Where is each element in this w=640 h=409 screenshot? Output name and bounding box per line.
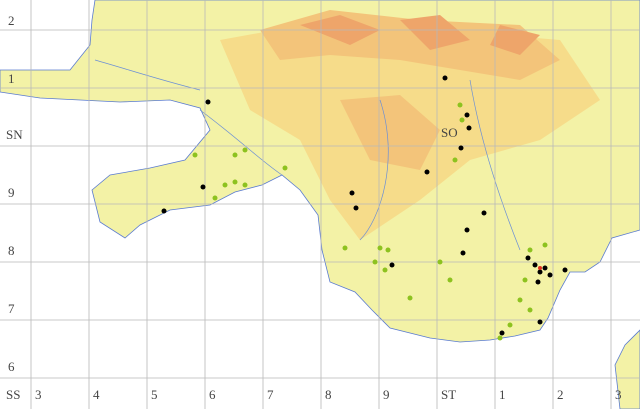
grid-label: 9 [8, 185, 15, 200]
land-south [614, 329, 640, 409]
grid-label: 7 [8, 301, 15, 316]
grid-label: 1 [499, 387, 506, 402]
grid-label: ST [441, 387, 456, 402]
grid-label: 7 [267, 387, 274, 402]
records [161, 75, 568, 341]
grid-label: 6 [209, 387, 216, 402]
grid-label: 4 [93, 387, 100, 402]
grid-label: SN [6, 127, 23, 142]
grid-label: 6 [8, 359, 15, 374]
left-labels: 2 1 SN 9 8 7 6 [6, 13, 23, 374]
grid-label: 5 [151, 387, 158, 402]
grid-label: 8 [325, 387, 332, 402]
grid-label: 8 [8, 243, 15, 258]
upland [340, 95, 440, 170]
river [94, 59, 521, 251]
upland [300, 15, 540, 55]
square-label: SO [441, 125, 458, 140]
grid-label: 3 [35, 387, 42, 402]
grid-label: 2 [557, 387, 564, 402]
bottom-labels: SS 3 4 5 6 7 8 9 ST 1 2 3 [6, 387, 622, 402]
grid-label: 1 [8, 71, 15, 86]
grid-label: 2 [8, 13, 15, 28]
grid-label: 9 [383, 387, 390, 402]
grid-label: SS [6, 387, 20, 402]
grid-label: 3 [615, 387, 622, 402]
